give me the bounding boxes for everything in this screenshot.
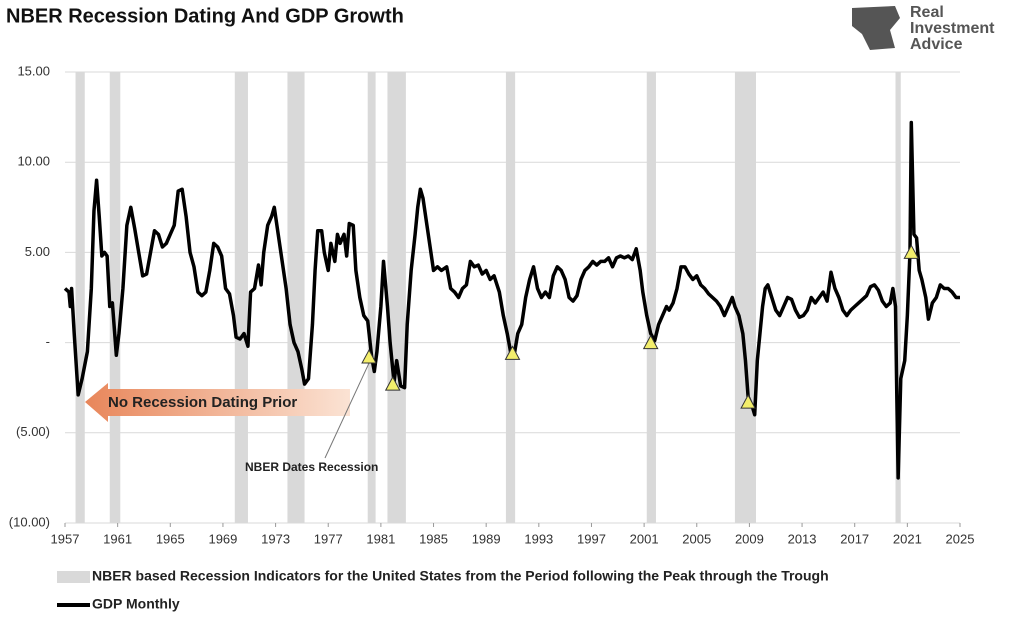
legend: NBER based Recession Indicators for the … <box>57 568 829 612</box>
legend-label: NBER based Recession Indicators for the … <box>92 568 829 584</box>
recession-marker <box>361 348 377 364</box>
legend-label: GDP Monthly <box>92 596 180 612</box>
logo: Real Investment Advice <box>852 4 995 53</box>
legend-swatch <box>57 571 90 583</box>
recession-marker <box>740 394 756 409</box>
x-tick-label: 2025 <box>946 531 975 546</box>
x-tick-label: 1977 <box>314 531 343 546</box>
annotation-text: No Recession Dating Prior <box>108 394 297 411</box>
recession-band <box>734 72 756 523</box>
recession-band <box>75 72 85 523</box>
callout-text: NBER Dates Recession <box>245 460 378 474</box>
logo-text: Advice <box>910 36 963 53</box>
y-tick-label: - <box>46 334 50 349</box>
recession-marker <box>504 345 521 360</box>
y-tick-label: 5.00 <box>25 244 50 259</box>
recession-band <box>234 72 248 523</box>
x-tick-label: 1957 <box>51 531 80 546</box>
recession-marker <box>903 244 920 259</box>
y-tick-label: 15.00 <box>17 63 50 78</box>
gdp-line <box>63 120 960 480</box>
x-tick-label: 1965 <box>156 531 185 546</box>
callout-line <box>324 362 370 459</box>
x-tick-label: 1973 <box>261 531 290 546</box>
x-tick-label: 2021 <box>893 531 922 546</box>
x-tick-label: 1989 <box>472 531 501 546</box>
annotations: No Recession Dating Prior NBER Dates Rec… <box>85 362 378 474</box>
series <box>63 120 960 480</box>
recession-band <box>109 72 121 523</box>
recession-band <box>287 72 305 523</box>
y-tick-label: 10.00 <box>17 154 50 169</box>
x-tick-label: 1993 <box>524 531 553 546</box>
annotation-arrow <box>85 383 350 422</box>
x-tick-label: 1997 <box>577 531 606 546</box>
x-tick-label: 1969 <box>208 531 237 546</box>
x-tick-label: 1985 <box>419 531 448 546</box>
logo-text: Investment <box>910 20 995 37</box>
recession-band <box>895 72 901 523</box>
recession-band <box>387 72 406 523</box>
x-tick-label: 1981 <box>366 531 395 546</box>
recession-marker <box>642 334 659 350</box>
y-tick-label: (5.00) <box>16 424 50 439</box>
x-tick-label: 2005 <box>682 531 711 546</box>
chart-title: NBER Recession Dating And GDP Growth <box>6 5 404 27</box>
y-tick-label: (10.00) <box>9 514 50 529</box>
recession-band <box>505 72 516 523</box>
x-tick-label: 2013 <box>788 531 817 546</box>
logo-text: Real <box>910 4 944 21</box>
recession-band <box>367 72 376 523</box>
x-tick-label: 2009 <box>735 531 764 546</box>
x-tick-label: 2017 <box>840 531 869 546</box>
x-tick-label: 2001 <box>630 531 659 546</box>
axes: 15.00 10.00 5.00 - (5.00) (10.00)1957 1961 1965… <box>9 63 975 546</box>
logo-icon <box>852 6 900 50</box>
recession-marker <box>384 376 401 391</box>
recession-band <box>646 72 656 523</box>
x-tick-label: 1961 <box>103 531 132 546</box>
markers <box>361 244 920 409</box>
